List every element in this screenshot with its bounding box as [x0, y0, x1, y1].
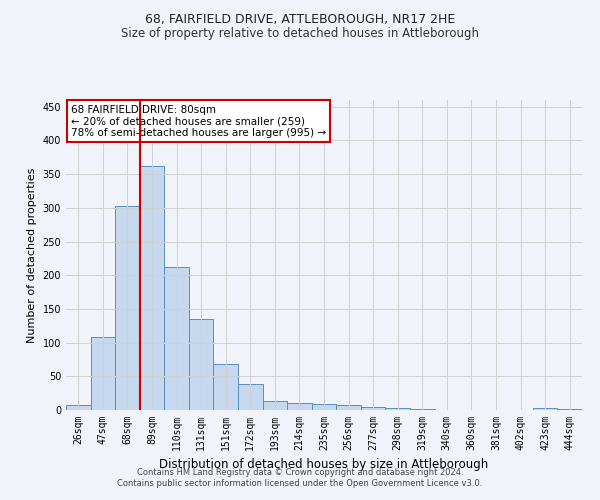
Bar — [66, 404, 91, 410]
Bar — [312, 404, 336, 410]
Text: Size of property relative to detached houses in Attleborough: Size of property relative to detached ho… — [121, 28, 479, 40]
Bar — [533, 408, 557, 410]
Text: 68, FAIRFIELD DRIVE, ATTLEBOROUGH, NR17 2HE: 68, FAIRFIELD DRIVE, ATTLEBOROUGH, NR17 … — [145, 12, 455, 26]
Bar — [263, 401, 287, 410]
Bar — [140, 166, 164, 410]
Bar — [91, 337, 115, 410]
Bar — [115, 206, 140, 410]
Bar — [164, 267, 189, 410]
Bar — [336, 406, 361, 410]
Bar — [557, 408, 582, 410]
Bar — [287, 404, 312, 410]
X-axis label: Distribution of detached houses by size in Attleborough: Distribution of detached houses by size … — [160, 458, 488, 471]
Bar — [385, 408, 410, 410]
Bar — [189, 319, 214, 410]
Bar — [238, 384, 263, 410]
Y-axis label: Number of detached properties: Number of detached properties — [27, 168, 37, 342]
Bar — [410, 408, 434, 410]
Text: 68 FAIRFIELD DRIVE: 80sqm
← 20% of detached houses are smaller (259)
78% of semi: 68 FAIRFIELD DRIVE: 80sqm ← 20% of detac… — [71, 104, 326, 138]
Text: Contains HM Land Registry data © Crown copyright and database right 2024.
Contai: Contains HM Land Registry data © Crown c… — [118, 468, 482, 487]
Bar — [214, 364, 238, 410]
Bar — [361, 406, 385, 410]
